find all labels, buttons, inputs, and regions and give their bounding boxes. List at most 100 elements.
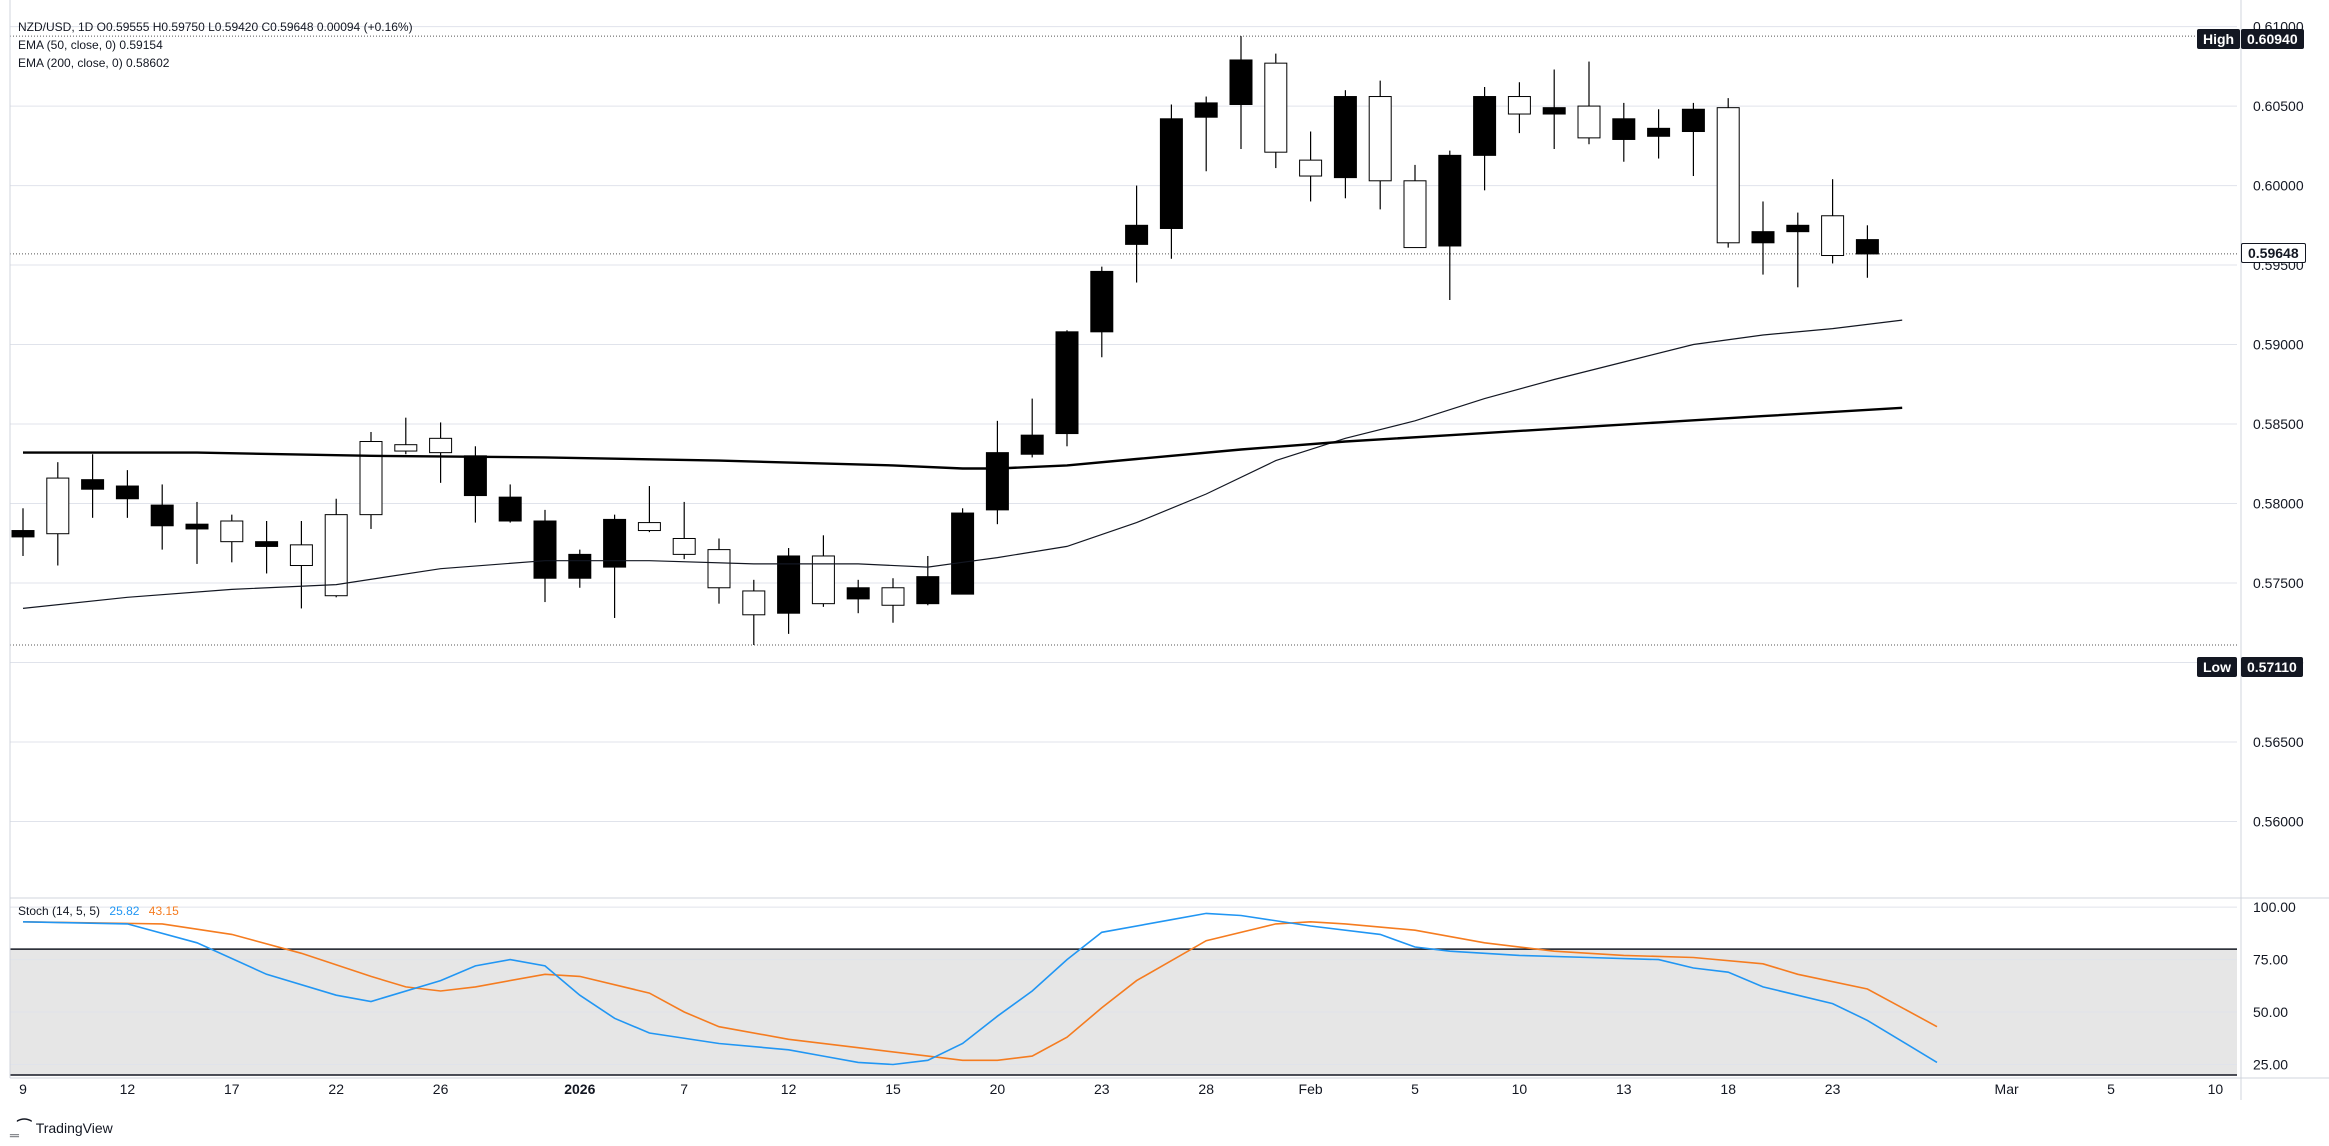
tradingview-logo-icon: ‗⁀ [10,1120,31,1137]
stoch-legend[interactable]: Stoch (14, 5, 5) 25.82 43.15 [18,904,179,918]
candle-body-bear [1125,224,1149,245]
candle-body-bull [672,537,696,555]
price-tick-label: 0.60500 [2253,98,2304,114]
candle-body-bear [777,555,801,614]
time-tick-label: 5 [2107,1081,2115,1097]
candle-body-bear [1473,96,1497,156]
price-tick-label: 0.58500 [2253,416,2304,432]
candle-body-bear [150,504,174,527]
price-tick-label: 0.59000 [2253,337,2304,353]
candle-body-bull [1821,215,1845,257]
price-tick-label: 0.56000 [2253,813,2304,829]
time-tick-label: Feb [1299,1081,1323,1097]
candle-body-bull [289,544,313,567]
price-tick-label: 0.56500 [2253,734,2304,750]
ema200-legend[interactable]: EMA (200, close, 0) 0.58602 [18,56,175,70]
stoch-d-line [22,920,1938,1062]
time-tick-label: 13 [1616,1081,1632,1097]
candle-body-bear [498,496,522,522]
candle-body-bull [1403,180,1427,249]
candle-body-bear [1751,231,1775,244]
last-price-tag: 0.59648 [2241,243,2306,263]
time-tick-label: 12 [781,1081,797,1097]
tradingview-brand[interactable]: ‗⁀ TradingView [10,1118,113,1138]
price-gridlines [10,26,2237,822]
ema200-legend-text: EMA (200, close, 0) 0.58602 [18,56,170,70]
time-tick-label: 20 [990,1081,1006,1097]
time-tick-label: 22 [328,1081,344,1097]
candle-body-bull [46,477,70,535]
candle-body-bear [1786,224,1810,233]
candle-body-bull [1716,107,1740,244]
candle-body-bull [1577,105,1601,139]
candle-body-bull [1507,96,1531,115]
time-tick-label: 23 [1825,1081,1841,1097]
ema-layer [22,319,1903,609]
time-tick-label: 9 [19,1081,27,1097]
brand-name: TradingView [35,1120,113,1136]
candle-body-bear [81,479,105,490]
time-tick-label: 15 [885,1081,901,1097]
symbol-ohlc-line[interactable]: NZD/USD, 1D O0.59555 H0.59750 L0.59420 C… [18,20,419,34]
candle-body-bull [394,444,418,452]
low-label-tag: Low [2197,657,2237,677]
stoch-tick-label: 100.00 [2253,899,2296,915]
candle-body-bear [533,520,557,579]
ema50-legend[interactable]: EMA (50, close, 0) 0.59154 [18,38,169,52]
stoch-tick-label: 25.00 [2253,1057,2288,1073]
candle-body-bear [255,541,279,547]
candle-body-bull [1299,159,1323,177]
candle-body-bear [463,455,487,497]
time-tick-label: 12 [120,1081,136,1097]
candle-body-bear [985,452,1009,511]
stoch-lines-layer [22,912,1938,1066]
candle-body-bear [1229,59,1253,105]
price-tick-label: 0.60000 [2253,178,2304,194]
time-tick-label: 28 [1198,1081,1214,1097]
candle-body-bear [568,553,592,579]
time-tick-label: 2026 [564,1081,595,1097]
candle-body-bull [1264,62,1288,153]
time-tick-label: 10 [2208,1081,2224,1097]
candle-body-bear [1159,118,1183,229]
low-value-tag: 0.57110 [2241,657,2303,677]
time-tick-label: 5 [1411,1081,1419,1097]
stoch-oversold-band [10,906,2237,1076]
high-value-tag: 0.60940 [2241,29,2304,49]
candle-body-bull [637,522,661,532]
ema200-line [23,406,1903,470]
ema50-legend-text: EMA (50, close, 0) 0.59154 [18,38,163,52]
candle-body-bear [951,512,975,595]
time-tick-label: 18 [1720,1081,1736,1097]
candle-body-bear [1612,118,1636,140]
candle-body-bull [359,441,383,516]
candle-body-bear [1194,102,1218,118]
candle-body-bull [742,590,766,616]
candle-body-bull [881,587,905,606]
candle-body-bear [185,523,209,530]
time-tick-label: 10 [1512,1081,1528,1097]
stoch-tick-label: 75.00 [2253,952,2288,968]
candles-layer [11,36,1879,645]
candle-body-bear [1333,96,1357,179]
time-tick-label: 23 [1094,1081,1110,1097]
candle-body-bear [1542,107,1566,115]
candle-body-bear [1438,154,1462,247]
candle-body-bear [1055,331,1079,435]
candle-body-bear [1647,127,1671,137]
candle-body-bear [1020,434,1044,455]
candle-body-bull [324,514,348,597]
price-tick-label: 0.57500 [2253,575,2304,591]
candle-body-bull [1368,96,1392,182]
high-label-tag: High [2197,29,2241,49]
symbol-ohlc-text: NZD/USD, 1D O0.59555 H0.59750 L0.59420 C… [18,20,413,34]
candle-body-bear [846,587,870,600]
time-tick-label: 7 [680,1081,688,1097]
candle-body-bear [1681,108,1705,133]
stoch-d-value: 43.15 [148,904,179,918]
candle-body-bull [429,437,453,454]
price-tick-label: 0.58000 [2253,496,2304,512]
candle-body-bear [1855,239,1879,255]
candle-body-bull [707,549,731,589]
